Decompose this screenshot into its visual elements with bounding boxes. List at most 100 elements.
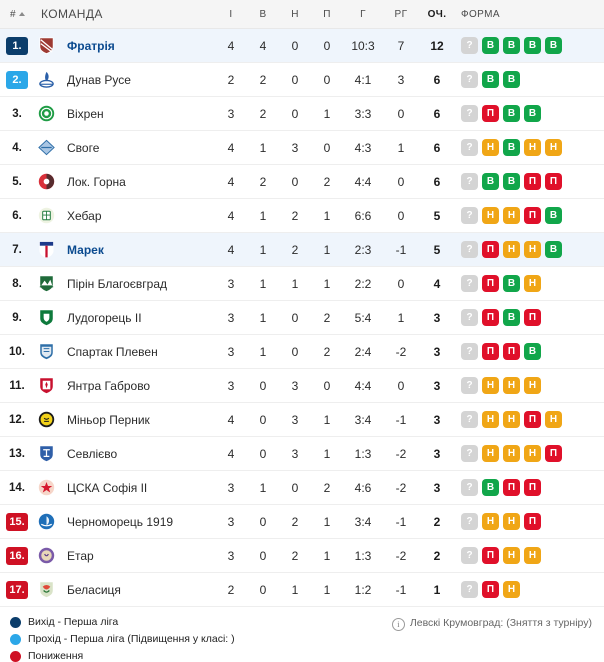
- header-played[interactable]: І: [229, 8, 233, 20]
- table-row[interactable]: 12. Міньор Перник 4 0 3 1 3:4 -1 3? Н Н П Н: [0, 403, 604, 437]
- table-row[interactable]: 17. Беласиця 2 0 1 1 1:2 -1 1? П Н: [0, 573, 604, 607]
- form-badge-win[interactable]: В: [524, 37, 541, 54]
- form-badge-unknown[interactable]: ?: [461, 343, 478, 360]
- form-badge-loss[interactable]: П: [482, 581, 499, 598]
- header-goal-difference[interactable]: РГ: [394, 8, 408, 20]
- form-badge-loss[interactable]: П: [503, 343, 520, 360]
- form-badge-loss[interactable]: П: [503, 479, 520, 496]
- form-badge-win[interactable]: В: [503, 173, 520, 190]
- form-badge-draw[interactable]: Н: [503, 411, 520, 428]
- form-badge-unknown[interactable]: ?: [461, 71, 478, 88]
- team-name[interactable]: Лудогорець II: [67, 310, 142, 325]
- form-badge-loss[interactable]: П: [524, 207, 541, 224]
- header-rank[interactable]: #: [0, 9, 32, 20]
- header-goals[interactable]: Г: [360, 8, 366, 20]
- form-badge-win[interactable]: В: [482, 479, 499, 496]
- team-name[interactable]: Міньор Перник: [67, 412, 150, 427]
- form-badge-win[interactable]: В: [503, 309, 520, 326]
- table-row[interactable]: 1. Фратрія 4 4 0 0 10:3 7 12? В В В В: [0, 29, 604, 63]
- form-badge-win[interactable]: В: [503, 105, 520, 122]
- form-badge-draw[interactable]: Н: [482, 139, 499, 156]
- form-badge-win[interactable]: В: [482, 71, 499, 88]
- form-badge-draw[interactable]: Н: [545, 411, 562, 428]
- form-badge-draw[interactable]: Н: [524, 241, 541, 258]
- form-badge-win[interactable]: В: [503, 275, 520, 292]
- form-badge-unknown[interactable]: ?: [461, 105, 478, 122]
- form-badge-unknown[interactable]: ?: [461, 37, 478, 54]
- header-team[interactable]: КОМАНДА: [41, 7, 103, 21]
- form-badge-win[interactable]: В: [545, 37, 562, 54]
- team-name[interactable]: Пірін Благоєвград: [67, 276, 168, 291]
- form-badge-draw[interactable]: Н: [503, 445, 520, 462]
- form-badge-draw[interactable]: Н: [482, 207, 499, 224]
- form-badge-draw[interactable]: Н: [482, 377, 499, 394]
- form-badge-draw[interactable]: Н: [482, 513, 499, 530]
- team-name[interactable]: Своге: [67, 140, 100, 155]
- form-badge-unknown[interactable]: ?: [461, 479, 478, 496]
- form-badge-draw[interactable]: Н: [524, 377, 541, 394]
- table-row[interactable]: 5. Лок. Горна 4 2 0 2 4:4 0 6? В В П П: [0, 165, 604, 199]
- form-badge-loss[interactable]: П: [482, 343, 499, 360]
- form-badge-win[interactable]: В: [482, 37, 499, 54]
- form-badge-unknown[interactable]: ?: [461, 207, 478, 224]
- form-badge-win[interactable]: В: [524, 343, 541, 360]
- form-badge-unknown[interactable]: ?: [461, 513, 478, 530]
- team-name[interactable]: Спартак Плевен: [67, 344, 158, 359]
- form-badge-loss[interactable]: П: [545, 173, 562, 190]
- form-badge-loss[interactable]: П: [545, 445, 562, 462]
- form-badge-win[interactable]: В: [503, 139, 520, 156]
- table-row[interactable]: 11. Янтра Габрово 3 0 3 0 4:4 0 3? Н Н Н: [0, 369, 604, 403]
- table-row[interactable]: 15. Черноморець 1919 3 0 2 1 3:4 -1 2? Н Н П: [0, 505, 604, 539]
- form-badge-win[interactable]: В: [524, 105, 541, 122]
- form-badge-unknown[interactable]: ?: [461, 241, 478, 258]
- table-row[interactable]: 6. Хебар 4 1 2 1 6:6 0 5? Н Н П В: [0, 199, 604, 233]
- team-name[interactable]: Віхрен: [67, 106, 104, 121]
- form-badge-loss[interactable]: П: [482, 547, 499, 564]
- team-name[interactable]: Марек: [67, 242, 104, 257]
- team-name[interactable]: ЦСКА Софія II: [67, 480, 148, 495]
- form-badge-loss[interactable]: П: [524, 479, 541, 496]
- form-badge-draw[interactable]: Н: [545, 139, 562, 156]
- team-name[interactable]: Севлієво: [67, 446, 118, 461]
- form-badge-draw[interactable]: Н: [524, 275, 541, 292]
- form-badge-loss[interactable]: П: [482, 105, 499, 122]
- table-row[interactable]: 16. Етар 3 0 2 1 1:3 -2 2? П Н Н: [0, 539, 604, 573]
- form-badge-unknown[interactable]: ?: [461, 377, 478, 394]
- form-badge-loss[interactable]: П: [482, 275, 499, 292]
- form-badge-unknown[interactable]: ?: [461, 173, 478, 190]
- form-badge-unknown[interactable]: ?: [461, 411, 478, 428]
- form-badge-win[interactable]: В: [545, 207, 562, 224]
- table-row[interactable]: 7. Марек 4 1 2 1 2:3 -1 5? П Н Н В: [0, 233, 604, 267]
- form-badge-draw[interactable]: Н: [482, 445, 499, 462]
- form-badge-draw[interactable]: Н: [503, 241, 520, 258]
- header-lost[interactable]: П: [323, 8, 331, 20]
- form-badge-win[interactable]: В: [482, 173, 499, 190]
- form-badge-unknown[interactable]: ?: [461, 445, 478, 462]
- header-won[interactable]: В: [259, 8, 267, 20]
- team-name[interactable]: Дунав Русе: [67, 72, 131, 87]
- form-badge-draw[interactable]: Н: [524, 445, 541, 462]
- table-row[interactable]: 3. Віхрен 3 2 0 1 3:3 0 6? П В В: [0, 97, 604, 131]
- form-badge-draw[interactable]: Н: [503, 581, 520, 598]
- form-badge-unknown[interactable]: ?: [461, 547, 478, 564]
- team-name[interactable]: Лок. Горна: [67, 174, 126, 189]
- form-badge-unknown[interactable]: ?: [461, 581, 478, 598]
- table-row[interactable]: 4. Своге 4 1 3 0 4:3 1 6? Н В Н Н: [0, 131, 604, 165]
- form-badge-loss[interactable]: П: [524, 173, 541, 190]
- form-badge-draw[interactable]: Н: [503, 377, 520, 394]
- form-badge-win[interactable]: В: [503, 71, 520, 88]
- form-badge-loss[interactable]: П: [524, 513, 541, 530]
- team-name[interactable]: Хебар: [67, 208, 102, 223]
- table-row[interactable]: 10. Спартак Плевен 3 1 0 2 2:4 -2 3? П П В: [0, 335, 604, 369]
- form-badge-win[interactable]: В: [503, 37, 520, 54]
- form-badge-unknown[interactable]: ?: [461, 275, 478, 292]
- form-badge-draw[interactable]: Н: [503, 207, 520, 224]
- header-points[interactable]: ОЧ.: [427, 8, 447, 20]
- header-draw[interactable]: Н: [291, 8, 299, 20]
- form-badge-unknown[interactable]: ?: [461, 309, 478, 326]
- table-row[interactable]: 9. Лудогорець II 3 1 0 2 5:4 1 3? П В П: [0, 301, 604, 335]
- form-badge-unknown[interactable]: ?: [461, 139, 478, 156]
- table-row[interactable]: 13. Севлієво 4 0 3 1 1:3 -2 3? Н Н Н П: [0, 437, 604, 471]
- table-row[interactable]: 2. Дунав Русе 2 2 0 0 4:1 3 6? В В: [0, 63, 604, 97]
- form-badge-draw[interactable]: Н: [524, 139, 541, 156]
